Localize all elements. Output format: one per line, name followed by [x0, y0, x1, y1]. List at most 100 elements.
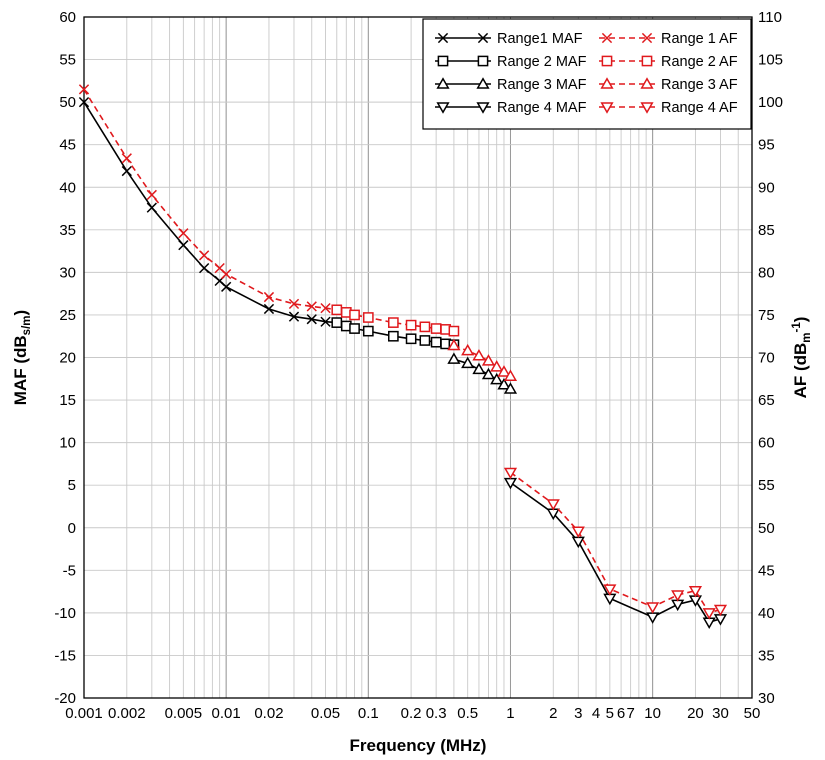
- series-range-2-af: [331, 304, 460, 337]
- data-point: [78, 96, 90, 108]
- x-tick-label: 0.001: [65, 705, 103, 722]
- data-point: [461, 343, 475, 356]
- y-right-tick-label: 90: [758, 179, 775, 196]
- legend-label: Range 2 MAF: [497, 54, 587, 70]
- data-point: [646, 602, 660, 614]
- data-point: [349, 309, 360, 321]
- legend-item: Range1 MAF: [435, 31, 583, 47]
- data-point: [388, 330, 399, 342]
- data-point: [497, 365, 511, 377]
- legend-marker: [641, 55, 653, 67]
- data-point: [702, 608, 716, 620]
- legend-label: Range 1 AF: [661, 31, 738, 47]
- y-axis-right-title-sub: m: [801, 332, 813, 342]
- y-axis-right-title-sup: -1: [791, 322, 803, 333]
- y-right-tick-label: 110: [758, 9, 782, 26]
- legend-marker: [640, 77, 654, 89]
- data-point: [490, 372, 504, 385]
- data-point: [419, 321, 431, 333]
- y-right-tick-label: 60: [758, 435, 775, 452]
- data-point: [571, 536, 585, 549]
- data-point: [349, 323, 360, 334]
- data-point: [178, 240, 189, 251]
- data-point: [221, 268, 232, 280]
- y-left-tick-label: 25: [59, 307, 76, 324]
- x-tick-label: 0.2: [401, 705, 422, 722]
- x-tick-label: 5: [606, 705, 614, 722]
- data-point: [362, 325, 374, 337]
- y-left-tick-label: -15: [54, 647, 76, 664]
- x-tick-label: 6: [617, 705, 625, 722]
- series-line: [510, 481, 721, 624]
- legend-label: Range 4 AF: [661, 100, 738, 116]
- series-range-1-af: [78, 84, 342, 315]
- y-right-tick-label: 50: [758, 520, 775, 537]
- y-right-tick-label: 70: [758, 350, 775, 367]
- y-right-tick-label: 65: [758, 392, 775, 409]
- x-axis-title: Frequency (MHz): [350, 736, 487, 755]
- y-right-tick-label: 95: [758, 137, 775, 154]
- x-tick-label: 0.5: [457, 705, 478, 722]
- legend-marker: [437, 32, 449, 44]
- y-left-tick-label: 55: [59, 52, 76, 69]
- data-point: [419, 335, 431, 346]
- y-axis-left-title: MAF (dBs/m): [11, 310, 33, 405]
- legend-marker: [476, 102, 490, 114]
- y-left-tick-label: -10: [54, 605, 76, 622]
- data-point: [497, 377, 511, 390]
- data-point: [320, 302, 331, 314]
- legend: Range1 MAF Range 2 MAF Range 3 MAF Range 4 …: [422, 18, 752, 130]
- data-point: [430, 323, 442, 334]
- y-axis-right-ticks: 110 105 100 95 90 85 80 75 70 65 60 55 50 45 40 35 30: [758, 9, 783, 707]
- legend-label: Range 3 MAF: [497, 77, 587, 93]
- data-point: [646, 612, 660, 624]
- data-point: [306, 301, 317, 312]
- y-left-tick-label: 40: [59, 179, 76, 196]
- y-right-tick-label: 35: [758, 647, 775, 664]
- y-right-tick-label: 45: [758, 562, 775, 579]
- y-right-tick-label: 55: [758, 477, 775, 494]
- x-tick-label: 0.005: [165, 705, 203, 722]
- y-left-tick-label: 10: [59, 435, 76, 452]
- y-left-tick-label: 15: [59, 392, 76, 409]
- y-left-tick-label: 30: [59, 264, 76, 281]
- data-point: [430, 336, 442, 348]
- y-left-tick-label: 0: [68, 520, 76, 537]
- series-range-4-af: [503, 467, 728, 620]
- y-right-tick-label: 80: [758, 264, 775, 281]
- legend-label: Range 3 AF: [661, 77, 738, 93]
- data-point: [199, 250, 210, 261]
- y-right-tick-label: 100: [758, 94, 783, 111]
- y-left-tick-label: 45: [59, 137, 76, 154]
- legend-item: Range 3 MAF: [435, 77, 587, 93]
- y-right-tick-label: 75: [758, 307, 775, 324]
- y-axis-right-title-main: AF (dB: [791, 343, 810, 399]
- legend-marker: [477, 32, 489, 44]
- x-tick-label: 0.02: [254, 705, 283, 722]
- data-point: [405, 333, 417, 345]
- data-point: [121, 153, 132, 164]
- data-point: [447, 338, 461, 351]
- legend-item: Range 3 AF: [599, 77, 738, 93]
- legend-label: Range1 MAF: [497, 31, 583, 47]
- x-tick-label: 4: [592, 705, 600, 722]
- y-left-tick-label: 35: [59, 222, 76, 239]
- legend-marker: [477, 55, 489, 67]
- data-point: [199, 262, 210, 274]
- data-point: [388, 317, 399, 328]
- data-point: [546, 499, 560, 511]
- data-point: [331, 317, 343, 328]
- data-point: [481, 367, 496, 380]
- y-left-tick-label: 20: [59, 350, 76, 367]
- legend-item: Range 1 AF: [599, 31, 738, 47]
- y-right-tick-label: 40: [758, 605, 775, 622]
- x-tick-label: 10: [644, 705, 661, 722]
- x-axis-ticks: 0.001 0.002 0.005 0.01 0.02 0.05 0.1 0.2 0.3 0.5 1…: [65, 705, 760, 722]
- y-left-tick-label: 50: [59, 94, 76, 111]
- data-point: [331, 304, 343, 316]
- data-point: [490, 360, 504, 372]
- data-point: [447, 352, 461, 364]
- y-right-tick-label: 30: [758, 690, 775, 707]
- x-tick-label: 0.1: [358, 705, 379, 722]
